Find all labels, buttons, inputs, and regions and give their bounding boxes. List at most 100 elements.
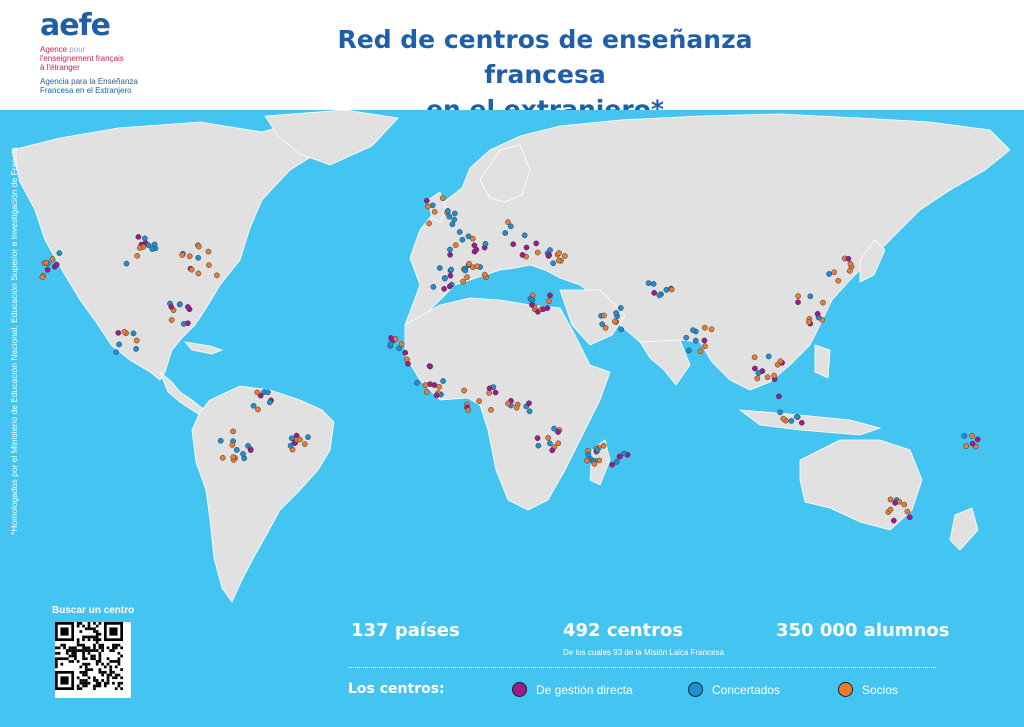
center-dot[interactable] (547, 440, 553, 447)
center-dot[interactable] (142, 235, 148, 242)
center-dot[interactable] (431, 382, 438, 388)
center-dot[interactable] (846, 268, 853, 274)
center-dot[interactable] (431, 208, 438, 215)
center-dot[interactable] (656, 292, 663, 299)
center-dot[interactable] (488, 407, 494, 413)
center-dot[interactable] (441, 285, 447, 292)
center-dot[interactable] (556, 250, 562, 256)
center-dot[interactable] (444, 208, 451, 214)
center-dot[interactable] (396, 345, 402, 352)
center-dot[interactable] (442, 275, 448, 282)
center-dot[interactable] (229, 442, 236, 448)
center-dot[interactable] (135, 234, 142, 240)
center-dot[interactable] (255, 406, 261, 413)
center-dot[interactable] (464, 274, 470, 280)
center-dot[interactable] (904, 508, 911, 515)
center-dot[interactable] (56, 250, 63, 256)
center-dot[interactable] (39, 274, 46, 281)
center-dot[interactable] (806, 319, 812, 325)
center-dot[interactable] (426, 363, 433, 369)
center-dot[interactable] (788, 418, 795, 424)
center-dot[interactable] (835, 277, 842, 284)
center-dot[interactable] (130, 330, 137, 337)
center-dot[interactable] (545, 435, 552, 441)
center-dot[interactable] (702, 343, 708, 350)
center-dot[interactable] (535, 442, 542, 449)
center-dot[interactable] (807, 293, 814, 300)
center-dot[interactable] (551, 425, 557, 432)
center-dot[interactable] (266, 399, 273, 406)
center-dot[interactable] (214, 272, 220, 279)
center-dot[interactable] (683, 334, 690, 341)
center-dot[interactable] (697, 348, 704, 355)
center-dot[interactable] (613, 459, 620, 465)
center-dot[interactable] (219, 454, 226, 461)
center-dot[interactable] (621, 450, 627, 457)
center-dot[interactable] (526, 408, 533, 415)
center-dot[interactable] (887, 496, 894, 503)
center-dot[interactable] (233, 447, 240, 453)
center-dot[interactable] (133, 337, 140, 344)
center-dot[interactable] (123, 260, 130, 267)
center-dot[interactable] (446, 213, 453, 220)
center-dot[interactable] (230, 428, 236, 435)
center-dot[interactable] (205, 248, 212, 255)
center-dot[interactable] (764, 374, 771, 381)
center-dot[interactable] (793, 413, 800, 420)
center-dot[interactable] (692, 337, 699, 344)
center-dot[interactable] (561, 253, 568, 259)
center-dot[interactable] (43, 259, 50, 266)
center-dot[interactable] (474, 263, 481, 270)
center-dot[interactable] (113, 349, 120, 356)
center-dot[interactable] (430, 284, 437, 290)
center-dot[interactable] (549, 447, 556, 454)
center-dot[interactable] (461, 387, 467, 394)
center-dot[interactable] (151, 241, 158, 248)
center-dot[interactable] (451, 210, 458, 217)
center-dot[interactable] (847, 261, 854, 267)
center-dot[interactable] (777, 409, 783, 416)
aefe-logo[interactable]: aefe Agence pour l'enseignement français… (40, 10, 200, 96)
center-dot[interactable] (961, 433, 968, 439)
center-dot[interactable] (663, 286, 670, 293)
center-dot[interactable] (250, 402, 257, 409)
center-dot[interactable] (594, 447, 601, 453)
center-dot[interactable] (49, 256, 56, 262)
center-dot[interactable] (482, 240, 489, 247)
center-dot[interactable] (436, 383, 443, 390)
center-dot[interactable] (798, 419, 805, 426)
center-dot[interactable] (439, 195, 446, 202)
center-dot[interactable] (186, 253, 193, 260)
center-dot[interactable] (529, 297, 536, 303)
center-dot[interactable] (53, 261, 60, 268)
center-dot[interactable] (701, 337, 708, 344)
legend-item-socios[interactable]: Socios (838, 682, 898, 697)
center-dot[interactable] (176, 301, 183, 308)
center-dot[interactable] (602, 325, 609, 331)
center-dot[interactable] (550, 260, 557, 267)
center-dot[interactable] (116, 341, 122, 348)
center-dot[interactable] (168, 317, 175, 323)
center-dot[interactable] (534, 249, 541, 256)
center-dot[interactable] (546, 252, 553, 259)
center-dot[interactable] (179, 252, 186, 258)
center-dot[interactable] (751, 354, 758, 361)
center-dot[interactable] (451, 216, 458, 223)
center-dot[interactable] (196, 243, 202, 250)
center-dot[interactable] (465, 233, 472, 240)
center-dot[interactable] (533, 240, 540, 247)
center-dot[interactable] (529, 302, 535, 308)
center-dot[interactable] (702, 324, 708, 331)
center-dot[interactable] (433, 392, 440, 399)
center-dot[interactable] (814, 310, 821, 317)
center-dot[interactable] (447, 251, 453, 258)
center-dot[interactable] (963, 443, 970, 449)
center-dot[interactable] (831, 269, 837, 276)
center-dot[interactable] (149, 246, 156, 252)
legend-item-direct[interactable]: De gestión directa (512, 682, 633, 697)
center-dot[interactable] (820, 299, 826, 306)
center-dot[interactable] (510, 241, 517, 248)
center-dot[interactable] (507, 223, 514, 230)
center-dot[interactable] (121, 328, 128, 335)
center-dot[interactable] (462, 267, 469, 274)
